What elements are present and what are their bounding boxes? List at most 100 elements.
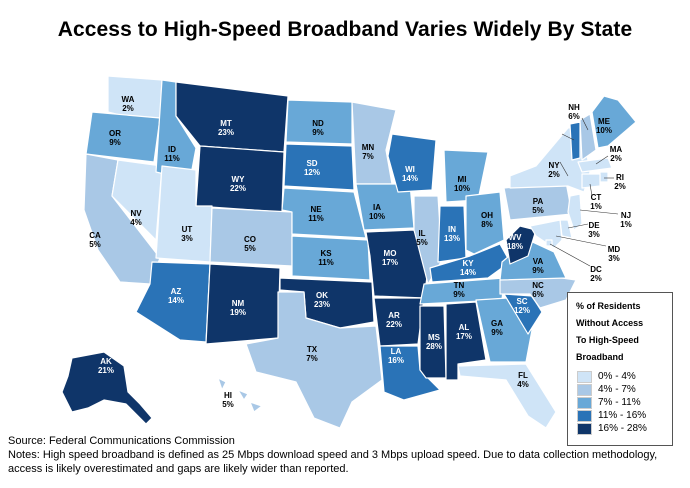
- state-value-nv: 4%: [130, 218, 142, 227]
- legend-swatch: [577, 383, 592, 396]
- state-abbr-wv: WV: [509, 233, 523, 242]
- legend-title-line: Without Access: [576, 318, 644, 328]
- state-wi: [387, 133, 437, 193]
- state-abbr-ny: NY: [548, 161, 560, 170]
- state-value-mi: 10%: [454, 184, 470, 193]
- state-abbr-tx: TX: [307, 345, 318, 354]
- state-abbr-wa: WA: [122, 95, 135, 104]
- state-abbr-ks: KS: [320, 249, 332, 258]
- state-abbr-wy: WY: [232, 175, 246, 184]
- state-ms: [419, 305, 447, 379]
- legend: % of Residents Without Access To High-Spee…: [567, 292, 673, 446]
- state-value-az: 14%: [168, 296, 184, 305]
- state-abbr-sc: SC: [516, 297, 527, 306]
- state-abbr-tn: TN: [454, 281, 465, 290]
- map-title: Access to High-Speed Broadband Varies Wi…: [57, 18, 633, 41]
- state-abbr-ms: MS: [428, 333, 441, 342]
- legend-swatch: [577, 396, 592, 409]
- state-abbr-ky: KY: [462, 259, 474, 268]
- state-value-de: 3%: [588, 230, 600, 239]
- state-nv: [111, 159, 163, 241]
- state-abbr-nh: NH: [568, 103, 580, 112]
- leader-line-de: [567, 223, 589, 229]
- state-abbr-or: OR: [109, 129, 121, 138]
- state-value-ma: 2%: [610, 154, 622, 163]
- state-abbr-ca: CA: [89, 231, 101, 240]
- state-value-tn: 9%: [453, 290, 465, 299]
- state-value-ky: 14%: [460, 268, 476, 277]
- state-abbr-nj: NJ: [621, 211, 631, 220]
- state-abbr-me: ME: [598, 117, 611, 126]
- leader-line-ma: [595, 155, 609, 165]
- state-abbr-nd: ND: [312, 119, 324, 128]
- state-value-ny: 2%: [548, 170, 560, 179]
- leader-line-ct: [589, 183, 593, 197]
- state-value-fl: 4%: [517, 380, 529, 389]
- state-abbr-pa: PA: [533, 197, 544, 206]
- state-abbr-sd: SD: [306, 159, 317, 168]
- state-value-wy: 22%: [230, 184, 246, 193]
- state-value-ks: 11%: [318, 258, 334, 267]
- state-nd: [285, 99, 353, 145]
- state-abbr-ia: IA: [373, 203, 381, 212]
- state-value-oh: 8%: [481, 220, 493, 229]
- state-value-mn: 7%: [362, 152, 374, 161]
- legend-swatch: [577, 409, 592, 422]
- state-value-nh: 6%: [568, 112, 580, 121]
- state-abbr-nm: NM: [232, 299, 245, 308]
- legend-label: 4% - 7%: [598, 384, 636, 395]
- legend-label: 0% - 4%: [598, 371, 636, 382]
- state-ri: [599, 171, 609, 183]
- state-ct: [581, 173, 601, 189]
- legend-label: 11% - 16%: [598, 410, 647, 421]
- source-text: Source: Federal Communications Commissio…: [8, 435, 235, 447]
- state-abbr-ut: UT: [182, 225, 193, 234]
- state-abbr-dc: DC: [590, 265, 602, 274]
- state-value-sd: 12%: [304, 168, 320, 177]
- state-oh: [465, 191, 505, 255]
- state-mt: [175, 81, 289, 153]
- state-nh: [579, 113, 597, 161]
- state-ak: [61, 351, 153, 425]
- state-abbr-oh: OH: [481, 211, 493, 220]
- state-value-dc: 2%: [590, 274, 602, 283]
- state-abbr-mi: MI: [458, 175, 467, 184]
- state-abbr-mt: MT: [220, 119, 232, 128]
- state-nj: [567, 193, 583, 231]
- state-sd: [283, 143, 355, 191]
- leader-line-nh: [581, 117, 589, 131]
- leader-line-nj: [579, 209, 619, 215]
- state-abbr-ga: GA: [491, 319, 503, 328]
- state-value-ri: 2%: [614, 182, 626, 191]
- state-abbr-de: DE: [588, 221, 600, 230]
- state-value-wi: 14%: [402, 174, 418, 183]
- state-abbr-ak: AK: [100, 357, 112, 366]
- state-fl: [457, 363, 557, 429]
- state-abbr-id: ID: [168, 145, 176, 154]
- legend-title-line: To High-Speed: [576, 335, 639, 345]
- state-value-ms: 28%: [426, 342, 442, 351]
- leader-line-md: [555, 235, 607, 247]
- state-ne: [281, 187, 367, 239]
- state-abbr-vt: VT: [549, 121, 559, 130]
- state-abbr-hi: HI: [224, 391, 232, 400]
- state-abbr-ar: AR: [388, 311, 400, 320]
- state-or: [85, 111, 161, 163]
- state-value-nc: 6%: [532, 290, 544, 299]
- state-value-ok: 23%: [314, 300, 330, 309]
- state-value-il: 5%: [416, 238, 428, 247]
- state-abbr-nv: NV: [130, 209, 142, 218]
- legend-item: 4% - 7%: [568, 383, 672, 396]
- state-dc: [545, 239, 553, 247]
- state-vt: [569, 121, 581, 161]
- state-abbr-fl: FL: [518, 371, 528, 380]
- state-ut: [155, 165, 213, 263]
- state-value-mo: 17%: [382, 258, 398, 267]
- state-value-wa: 2%: [122, 104, 134, 113]
- state-value-ar: 22%: [386, 320, 402, 329]
- legend-swatch: [577, 422, 592, 435]
- legend-label: 16% - 28%: [598, 423, 647, 434]
- state-abbr-al: AL: [459, 323, 470, 332]
- leader-line-ny: [559, 161, 569, 177]
- state-value-md: 3%: [608, 254, 620, 263]
